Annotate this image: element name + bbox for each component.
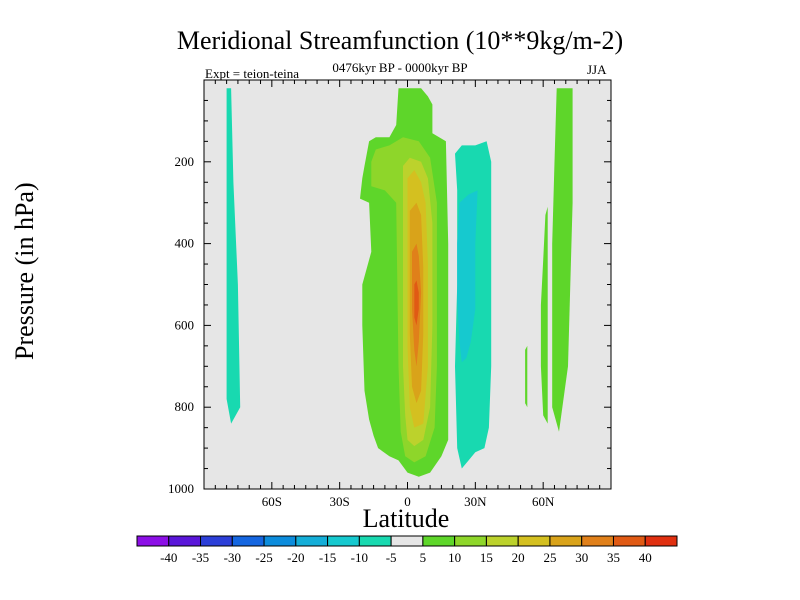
contour-region-sh-polar-cell (226, 88, 241, 424)
colorbar-swatch (231, 535, 265, 547)
colorbar-swatch (263, 535, 297, 547)
colorbar-label: 20 (512, 550, 525, 565)
colorbar-swatch (485, 535, 519, 547)
colorbar-label: 25 (543, 550, 556, 565)
experiment-label: Expt = teion-teina (205, 66, 299, 81)
colorbar-swatch (168, 535, 202, 547)
contour-region-nh-strip-c (552, 88, 573, 432)
colorbar-label: -35 (192, 550, 209, 565)
season-label: JJA (587, 62, 607, 77)
colorbar-swatch (581, 535, 614, 547)
colorbar-label: -10 (351, 550, 368, 565)
colorbar-swatch (612, 535, 646, 547)
y-tick-label: 400 (175, 236, 195, 251)
colorbar-label: -25 (255, 550, 272, 565)
colorbar-swatch (136, 535, 170, 547)
colorbar-label: -20 (287, 550, 304, 565)
x-tick-label: 60N (532, 494, 555, 509)
x-tick-label: 30N (464, 494, 487, 509)
colorbar-swatch (390, 535, 424, 547)
contour-region-nh-strip-b (540, 206, 548, 424)
colorbar-swatch (327, 535, 360, 547)
colorbar-swatch (422, 535, 456, 547)
contour-region-hadley-35 (414, 280, 419, 326)
y-tick-label: 600 (175, 317, 195, 332)
chart-title: Meridional Streamfunction (10**9kg/m-2) (176, 26, 624, 55)
y-tick-label: 800 (175, 399, 195, 414)
x-tick-label: 60S (262, 494, 282, 509)
y-tick-label: 200 (175, 154, 195, 169)
contour-region-nh-strip-a (525, 345, 528, 408)
colorbar-label: 5 (420, 550, 427, 565)
colorbar-label: 10 (448, 550, 461, 565)
colorbar-swatch (200, 535, 233, 547)
colorbar-swatch (358, 535, 392, 547)
y-tick-label: 1000 (168, 481, 194, 496)
x-tick-label: 30S (330, 494, 350, 509)
contour-region-nh-cell-inner (457, 190, 478, 363)
colorbar-label: 35 (607, 550, 620, 565)
colorbar-label: 40 (639, 550, 652, 565)
x-tick-label: 0 (404, 494, 411, 509)
colorbar-swatch (549, 535, 583, 547)
colorbar-swatch (517, 535, 551, 547)
colorbar-label: 30 (575, 550, 588, 565)
colorbar-label: -40 (160, 550, 177, 565)
colorbar-label: -5 (386, 550, 397, 565)
colorbar-swatch (644, 535, 678, 547)
chart-subtitle: 0476kyr BP - 0000kyr BP (332, 60, 468, 75)
colorbar-swatch (454, 535, 487, 547)
colorbar-label: -30 (224, 550, 241, 565)
x-axis-label: Latitude (362, 504, 450, 533)
colorbar-label: 15 (480, 550, 493, 565)
colorbar-swatch (295, 535, 329, 547)
colorbar-label: -15 (319, 550, 336, 565)
